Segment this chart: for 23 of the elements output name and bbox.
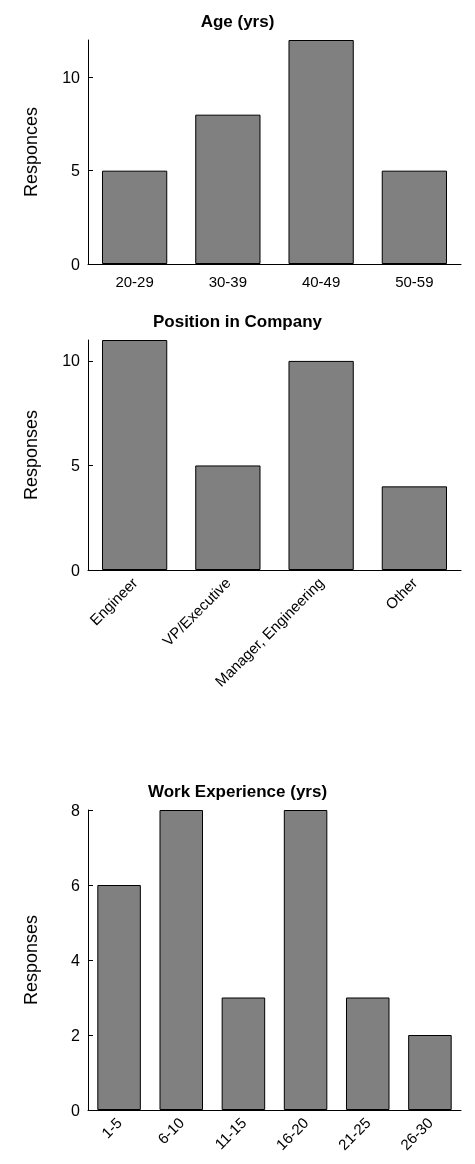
y-tick-label: 5 bbox=[71, 456, 81, 474]
chart-title: Position in Company bbox=[152, 312, 323, 331]
y-axis-title: Responces bbox=[21, 106, 41, 198]
y-tick-label: 4 bbox=[71, 951, 81, 969]
y-tick-label: 10 bbox=[62, 352, 81, 370]
y-tick-label: 8 bbox=[71, 801, 81, 819]
x-tick-label: 20-29 bbox=[115, 273, 154, 290]
y-tick-label: 0 bbox=[71, 255, 81, 273]
x-tick-label: 50-59 bbox=[395, 273, 434, 290]
y-axis-title: Responses bbox=[21, 914, 41, 1006]
chart-title: Work Experience (yrs) bbox=[147, 782, 328, 801]
x-tick-label: 6-10 bbox=[154, 1113, 188, 1148]
y-axis-title: Responses bbox=[21, 409, 41, 501]
y-tick-label: 0 bbox=[71, 561, 81, 579]
y-tick-label: 0 bbox=[71, 1101, 81, 1119]
x-tick-label: 40-49 bbox=[301, 273, 341, 290]
x-tick-label: 1-5 bbox=[97, 1113, 126, 1142]
y-tick-label: 6 bbox=[71, 876, 81, 894]
y-tick-label: 2 bbox=[71, 1026, 81, 1044]
x-tick-label: 30-39 bbox=[208, 273, 248, 290]
y-tick-label: 5 bbox=[71, 162, 81, 180]
chart-title: Age (yrs) bbox=[200, 12, 275, 31]
y-tick-label: 10 bbox=[62, 68, 81, 86]
